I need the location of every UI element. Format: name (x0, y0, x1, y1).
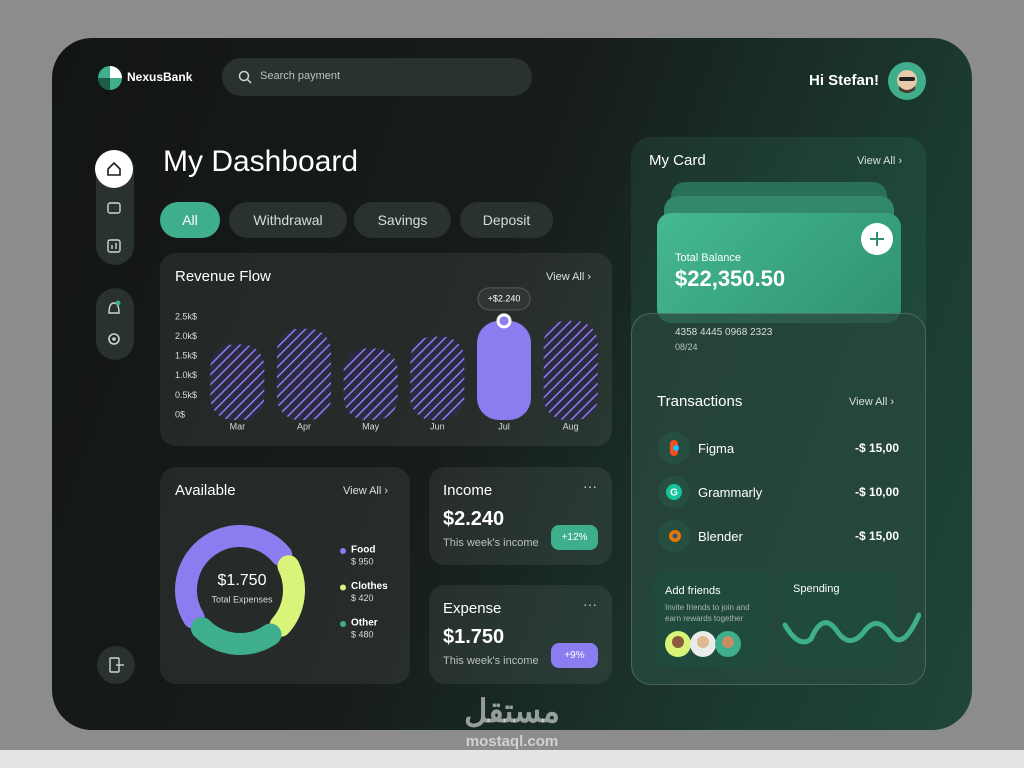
sidebar-group (96, 288, 134, 360)
income-badge: +12% (551, 525, 598, 550)
page-title: My Dashboard (163, 145, 359, 178)
svg-text:G: G (670, 488, 678, 499)
expense-amount: $1.750 (443, 626, 505, 648)
wallet-button[interactable] (107, 202, 121, 214)
card-title: Income (443, 482, 493, 499)
spending-card[interactable] (781, 570, 899, 667)
card-title: Available (175, 482, 236, 499)
stats-button[interactable] (107, 239, 121, 253)
transaction-amount: -$ 10,00 (854, 485, 899, 499)
card-title: Revenue Flow (175, 268, 271, 285)
avatar[interactable] (888, 62, 926, 100)
transaction-name: Grammarly (698, 485, 763, 500)
watermark-logo: مستقل (464, 693, 560, 729)
settings-button[interactable] (108, 333, 120, 345)
watermark-site: mostaql.com (465, 733, 559, 750)
tab[interactable]: All (160, 202, 220, 238)
menu-dots[interactable]: ··· (583, 478, 597, 494)
sidebar-icons (108, 300, 121, 345)
spending-title: Spending (793, 583, 840, 595)
add-card-button[interactable] (861, 223, 893, 255)
transaction-amount: -$ 15,00 (854, 529, 899, 543)
card-title: Expense (443, 600, 502, 617)
tab[interactable]: Savings (354, 202, 451, 238)
tab[interactable]: Deposit (460, 202, 553, 238)
logo-icon (98, 66, 122, 90)
search-box[interactable] (222, 58, 532, 96)
brand: NexusBank (127, 70, 193, 84)
bell-button[interactable] (108, 302, 120, 314)
card-title: Transactions (657, 393, 743, 410)
view-all[interactable]: View All (546, 271, 591, 283)
income-amount: $2.240 (443, 508, 505, 530)
available-card (160, 467, 410, 684)
bank-card[interactable] (657, 213, 901, 323)
income-caption: This week's income (443, 537, 539, 549)
transaction-amount: -$ 15,00 (854, 441, 899, 455)
menu-dots[interactable]: ··· (583, 596, 597, 612)
friends-text: Invite friends to join and earn rewards … (665, 603, 750, 623)
tab[interactable]: Withdrawal (229, 202, 347, 238)
card-title: My Card (649, 152, 706, 169)
balance-label: Total Balance (675, 252, 742, 264)
view-all[interactable]: View All (857, 155, 902, 167)
spending-sparkline (782, 612, 921, 645)
friend-avatars (665, 631, 741, 657)
search-placeholder: Search payment (260, 70, 341, 82)
balance: $22,350.50 (675, 266, 786, 291)
expense-caption: This week's income (443, 655, 539, 667)
card-expiry: 08/24 (675, 342, 698, 352)
search-icon (238, 70, 252, 84)
expense-badge: +9% (551, 643, 598, 668)
bottom-strip (0, 750, 1024, 768)
home-button[interactable] (95, 150, 133, 188)
view-all[interactable]: View All (849, 396, 894, 408)
transaction-icons: G (658, 432, 690, 552)
greeting: Hi Stefan! (808, 72, 879, 89)
friends-title: Add friends (665, 585, 721, 597)
transaction-name: Blender (698, 529, 743, 544)
transaction-name: Figma (698, 441, 735, 456)
card-number: 4358 4445 0968 2323 (675, 327, 773, 338)
sidebar-icons (95, 150, 133, 253)
logout-button[interactable] (97, 646, 135, 684)
view-all[interactable]: View All (343, 485, 388, 497)
